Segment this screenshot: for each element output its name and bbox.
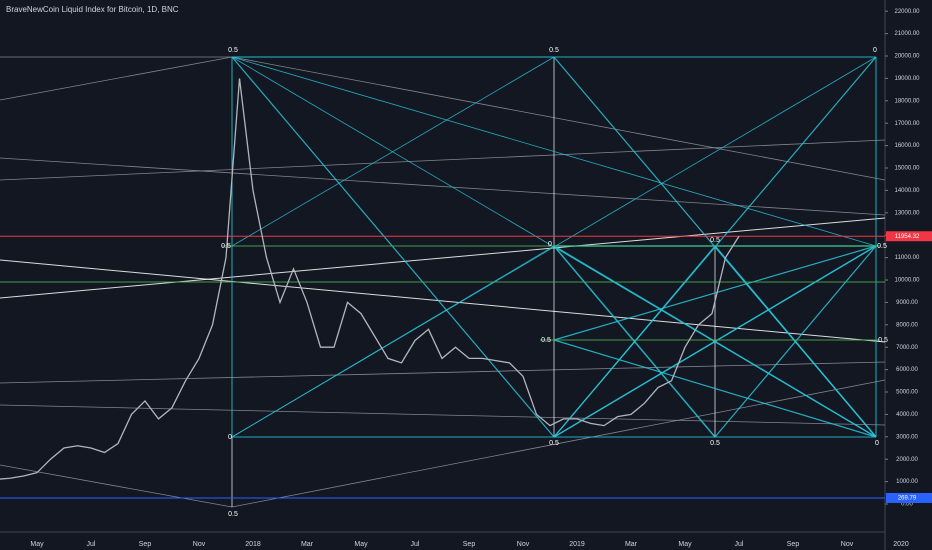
y-tick-label: 1000.00	[896, 479, 918, 485]
x-tick-label: May	[354, 541, 368, 548]
annotation: 0.5	[710, 237, 720, 244]
y-tick-label: 5000.00	[896, 390, 918, 396]
y-tick-label: 4000.00	[896, 412, 918, 418]
annotation: 0	[228, 434, 232, 441]
x-tick-label: Jul	[411, 541, 420, 548]
y-tick-label: 7000.00	[896, 345, 918, 351]
y-tick-label: 13000.00	[894, 210, 920, 216]
price-label-box	[886, 231, 932, 242]
x-tick-label: May	[678, 541, 692, 548]
drawing-line	[231, 56, 555, 247]
x-tick-label: Sep	[139, 541, 152, 548]
annotation: 0	[548, 241, 552, 248]
annotation: 0.5	[549, 47, 559, 54]
x-tick-label: Sep	[463, 541, 476, 548]
drawing-line	[553, 245, 877, 341]
x-tick-label: 2018	[245, 541, 261, 548]
y-tick-label: 19000.00	[894, 76, 920, 82]
x-tick-label: Sep	[787, 541, 800, 548]
price-label-box	[886, 492, 932, 503]
y-tick-label: 0.00	[901, 502, 913, 508]
y-tick-label: 2000.00	[896, 457, 918, 463]
price-label: 269.79	[898, 496, 917, 502]
x-tick-label: Jul	[87, 541, 96, 548]
drawing-line	[553, 245, 877, 438]
y-tick-label: 3000.00	[896, 434, 918, 440]
annotation: 0.5	[878, 337, 888, 344]
x-tick-label: 2019	[569, 541, 585, 548]
drawing-line	[0, 217, 886, 299]
annotation: 0	[875, 440, 879, 447]
drawing-line	[231, 56, 886, 181]
x-tick-label: Mar	[625, 541, 638, 548]
drawing-line	[0, 404, 886, 426]
price-line-series	[0, 78, 740, 480]
y-tick-label: 16000.00	[894, 143, 920, 149]
x-tick-label: 2020	[893, 541, 909, 548]
y-tick-label: 8000.00	[896, 322, 918, 328]
y-tick-label: 15000.00	[894, 166, 920, 172]
drawing-line	[231, 56, 555, 438]
annotation: 0.5	[541, 337, 551, 344]
y-tick-label: 6000.00	[896, 367, 918, 373]
annotation: 0.5	[549, 440, 559, 447]
drawing-line	[714, 245, 877, 438]
drawing-line	[0, 56, 233, 101]
annotation: 0.5	[221, 243, 231, 250]
y-tick-label: 9000.00	[896, 300, 918, 306]
y-tick-label: 17000.00	[894, 121, 920, 127]
drawing-line	[0, 464, 233, 508]
drawing-line	[553, 339, 877, 438]
y-tick-label: 18000.00	[894, 98, 920, 104]
y-tick-label: 11000.00	[895, 255, 920, 261]
y-tick-label: 20000.00	[894, 54, 920, 60]
annotation: 0.5	[877, 243, 887, 250]
drawing-line	[553, 245, 716, 438]
y-tick-label: 22000.00	[894, 9, 920, 15]
y-tick-label: 14000.00	[894, 188, 920, 194]
price-label: 11954.32	[895, 234, 920, 240]
x-tick-label: Nov	[841, 541, 854, 548]
x-tick-label: Mar	[301, 541, 314, 548]
x-tick-label: May	[30, 541, 44, 548]
y-tick-label: 10000.00	[894, 278, 920, 284]
annotation: 0.5	[228, 47, 238, 54]
chart-title: BraveNewCoin Liquid Index for Bitcoin, 1…	[6, 5, 179, 14]
y-tick-label: 21000.00	[894, 31, 920, 37]
x-tick-label: Jul	[735, 541, 744, 548]
annotation: 0.5	[710, 440, 720, 447]
drawing-line	[0, 361, 886, 384]
annotation: 0	[873, 47, 877, 54]
annotation: 0.5	[228, 511, 238, 518]
drawing-line	[231, 379, 886, 508]
x-tick-label: Nov	[517, 541, 530, 548]
drawing-line	[0, 139, 886, 181]
x-tick-label: Nov	[193, 541, 206, 548]
drawing-line	[231, 56, 877, 247]
